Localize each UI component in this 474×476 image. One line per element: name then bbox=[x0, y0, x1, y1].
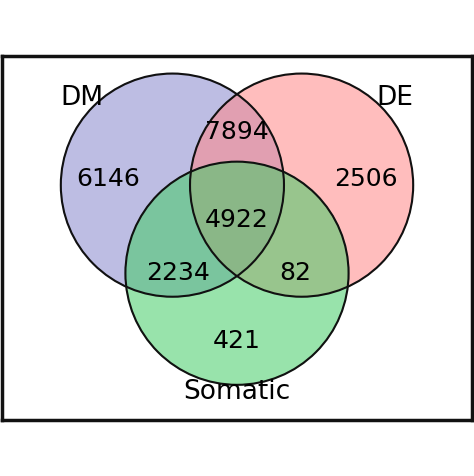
Text: 421: 421 bbox=[213, 329, 261, 353]
Text: 2234: 2234 bbox=[146, 261, 210, 285]
Text: Somatic: Somatic bbox=[183, 379, 291, 406]
Text: 4922: 4922 bbox=[205, 208, 269, 232]
Text: 2506: 2506 bbox=[334, 167, 398, 191]
Circle shape bbox=[126, 162, 348, 385]
Circle shape bbox=[190, 74, 413, 297]
Text: DM: DM bbox=[61, 85, 104, 111]
Text: 82: 82 bbox=[280, 261, 312, 285]
Text: 6146: 6146 bbox=[76, 167, 140, 191]
Text: 7894: 7894 bbox=[205, 120, 269, 144]
Circle shape bbox=[61, 74, 284, 297]
Text: DE: DE bbox=[376, 85, 413, 111]
